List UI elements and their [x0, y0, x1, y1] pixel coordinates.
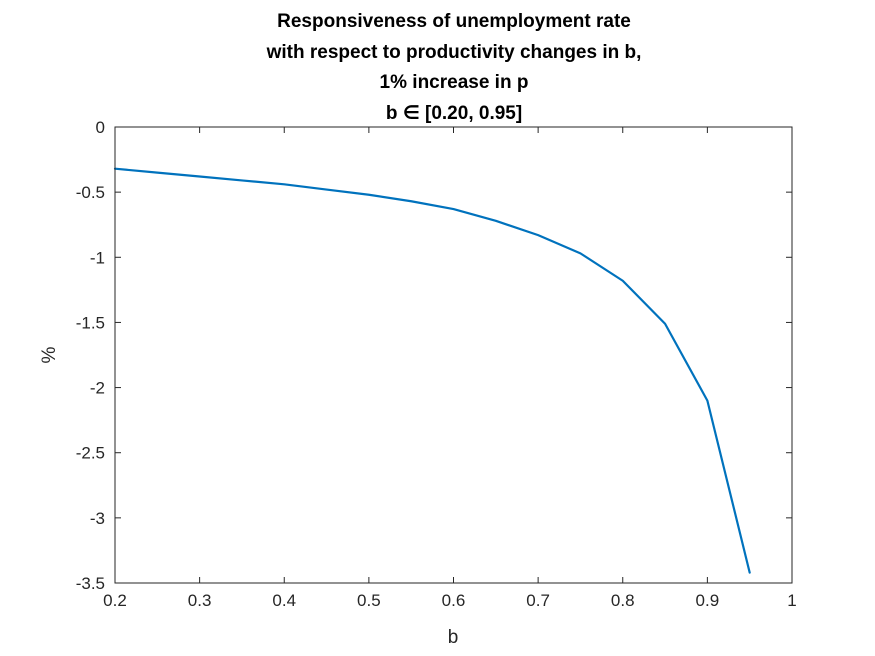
y-tick-label: -3.5 [76, 574, 105, 593]
y-axis-label: % [39, 346, 60, 363]
y-tick-label: -2.5 [76, 444, 105, 463]
title-line-4: b ∈ [0.20, 0.95] [386, 103, 522, 124]
y-tick-label: -1.5 [76, 313, 105, 332]
y-tick-label: -1 [90, 248, 105, 267]
x-tick-label: 1 [787, 591, 796, 610]
x-tick-label: 0.8 [611, 591, 635, 610]
y-tick-label: -3 [90, 509, 105, 528]
x-tick-label: 0.4 [272, 591, 296, 610]
y-tick-label: 0 [96, 118, 105, 137]
y-tick-label: -2 [90, 379, 105, 398]
series-layer [113, 167, 751, 574]
series-line-1 [113, 167, 751, 574]
chart-title: Responsiveness of unemployment rate with… [266, 11, 642, 124]
x-tick-label: 0.7 [526, 591, 550, 610]
x-axis-tick-labels: 0.2 0.3 0.4 0.5 0.6 0.7 0.8 0.9 1 [103, 591, 797, 610]
x-tick-label: 0.5 [357, 591, 381, 610]
x-tick-label: 0.9 [696, 591, 720, 610]
x-tick-label: 0.6 [442, 591, 466, 610]
y-axis-tick-labels: 0 -0.5 -1 -1.5 -2 -2.5 -3 -3.5 [76, 118, 105, 593]
plot-area [115, 127, 792, 583]
x-tick-label: 0.3 [188, 591, 212, 610]
y-tick-label: -0.5 [76, 183, 105, 202]
x-tick-label: 0.2 [103, 591, 127, 610]
title-line-1: Responsiveness of unemployment rate [277, 11, 631, 32]
x-axis-label: b [448, 627, 459, 648]
axes-box [114, 126, 793, 584]
title-line-3: 1% increase in p [380, 72, 529, 93]
title-line-2: with respect to productivity changes in … [266, 42, 642, 63]
